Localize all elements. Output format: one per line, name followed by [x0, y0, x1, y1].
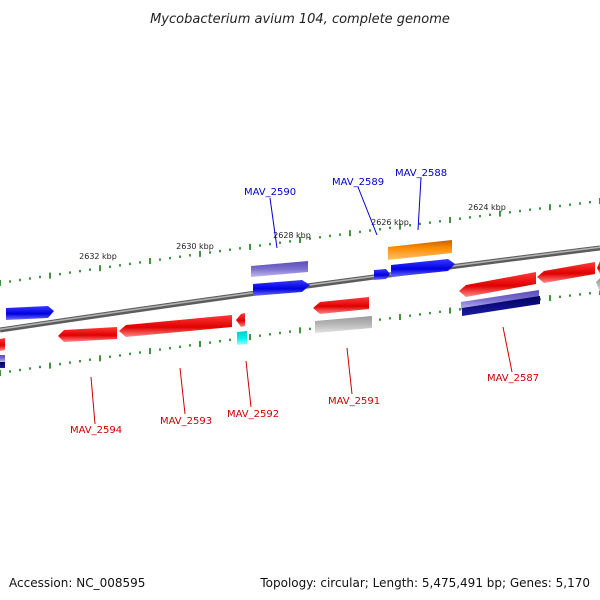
map-title: Mycobacterium avium 104, complete genome	[150, 12, 450, 27]
gene-feature-mav-2589[interactable]	[374, 269, 390, 280]
gene-label-mav-2587[interactable]: MAV_2587	[487, 373, 539, 384]
leader-line	[502, 326, 513, 373]
navy-feature[interactable]	[462, 296, 540, 316]
genome-summary-text: Topology: circular; Length: 5,475,491 bp…	[260, 576, 590, 590]
gene-feature-mav-2593[interactable]	[119, 315, 232, 337]
gene-label-mav-2594[interactable]: MAV_2594	[70, 425, 122, 436]
cyan-gene-feature[interactable]	[237, 331, 247, 345]
leader-line	[245, 360, 252, 408]
leader-line	[269, 197, 278, 249]
forward-gene-feature[interactable]	[6, 306, 54, 320]
orange-gene-feature[interactable]	[388, 240, 452, 260]
accession-text: Accession: NC_008595	[9, 576, 146, 590]
gene-feature-mav-2594[interactable]	[58, 327, 117, 342]
leader-line	[90, 376, 96, 425]
leader-line	[417, 177, 422, 231]
scale-label: 2632 kbp	[79, 252, 117, 261]
navy-feature[interactable]	[0, 362, 5, 368]
gene-label-mav-2590[interactable]: MAV_2590	[244, 187, 296, 198]
purple-feature[interactable]	[0, 355, 5, 362]
gene-label-mav-2591[interactable]: MAV_2591	[328, 396, 380, 407]
gene-feature-mav-2588[interactable]	[391, 259, 455, 277]
gene-label-mav-2589[interactable]: MAV_2589	[332, 177, 384, 188]
purple-feature[interactable]	[251, 261, 308, 277]
purple-feature[interactable]	[461, 290, 539, 310]
scale-label: 2626 kbp	[371, 218, 409, 227]
scale-label: 2630 kbp	[176, 242, 214, 251]
scale-label: 2624 kbp	[468, 203, 506, 212]
gene-feature-mav-2592[interactable]	[236, 313, 245, 327]
leader-line	[179, 367, 186, 415]
leader-line	[346, 347, 353, 395]
gene-label-mav-2593[interactable]: MAV_2593	[160, 416, 212, 427]
scale-ticks-outer	[0, 198, 600, 286]
leader-line	[357, 186, 378, 236]
scale-label: 2628 kbp	[273, 231, 311, 240]
gene-label-mav-2588[interactable]: MAV_2588	[395, 168, 447, 179]
reverse-gene-feature[interactable]	[537, 262, 595, 283]
reverse-gene-feature[interactable]	[597, 261, 600, 274]
grey-feature[interactable]	[596, 278, 600, 292]
gene-feature-mav-2590[interactable]	[253, 280, 310, 296]
grey-feature[interactable]	[315, 316, 372, 333]
reverse-gene-feature[interactable]	[0, 338, 5, 351]
gene-label-mav-2592[interactable]: MAV_2592	[227, 409, 279, 420]
gene-feature-mav-2591[interactable]	[313, 297, 369, 314]
gene-feature-mav-2587[interactable]	[459, 272, 536, 297]
